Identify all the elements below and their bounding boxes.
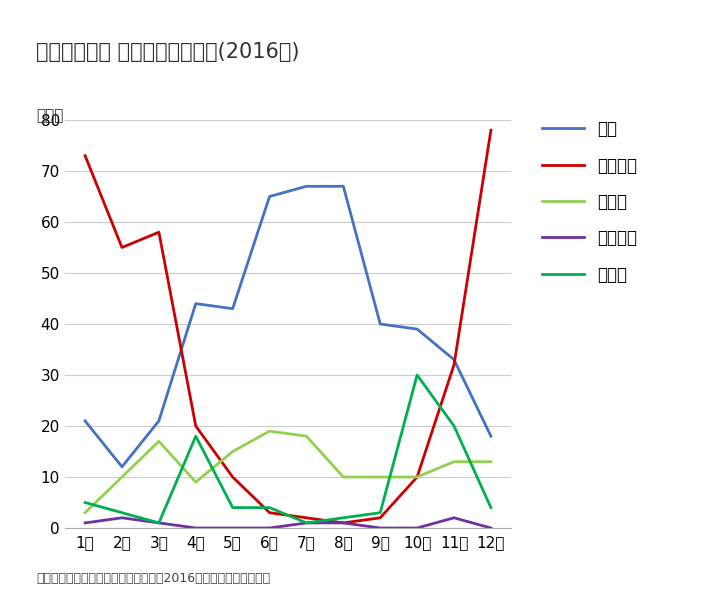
ウイルス [376,514,384,521]
細菌 [302,182,311,190]
細菌 [265,193,274,200]
Legend: 細菌, ウイルス, 寄生虫, 化学物質, 自然毒: 細菌, ウイルス, 寄生虫, 化学物質, 自然毒 [542,120,637,284]
化学物質 [81,519,89,527]
化学物質 [339,519,348,527]
Line: 細菌: 細菌 [85,186,491,467]
自然毒 [192,433,200,440]
化学物質 [487,524,495,532]
細菌 [339,182,348,190]
寄生虫 [155,438,163,445]
Line: ウイルス: ウイルス [85,130,491,523]
自然毒 [376,509,384,516]
化学物質 [228,524,237,532]
細菌 [155,418,163,425]
細菌 [117,463,126,470]
化学物質 [155,519,163,527]
化学物質 [117,514,126,521]
Line: 化学物質: 化学物質 [85,518,491,528]
自然毒 [228,504,237,511]
化学物質 [450,514,459,521]
化学物質 [192,524,200,532]
ウイルス [487,127,495,134]
ウイルス [228,473,237,481]
Line: 寄生虫: 寄生虫 [85,431,491,512]
細菌 [192,300,200,307]
Text: 図表：厚生労働省の食中毒統計資料（2016年）をもとに筆者作成: 図表：厚生労働省の食中毒統計資料（2016年）をもとに筆者作成 [36,572,270,585]
ウイルス [155,229,163,236]
自然毒 [413,371,421,379]
Line: 自然毒: 自然毒 [85,375,491,523]
自然毒 [155,519,163,527]
寄生虫 [265,427,274,434]
細菌 [487,433,495,440]
寄生虫 [450,458,459,466]
ウイルス [450,361,459,368]
化学物質 [376,524,384,532]
Text: 病因物質別月 別食中毒発生状況(2016年): 病因物質別月 別食中毒発生状況(2016年) [36,42,300,62]
細菌 [228,305,237,312]
細菌 [450,356,459,363]
細菌 [413,325,421,332]
自然毒 [81,499,89,506]
ウイルス [265,509,274,516]
自然毒 [339,514,348,521]
寄生虫 [339,473,348,481]
細菌 [81,418,89,425]
寄生虫 [228,448,237,455]
寄生虫 [302,433,311,440]
ウイルス [81,152,89,159]
自然毒 [117,509,126,516]
Text: 事件数: 事件数 [36,108,63,123]
寄生虫 [192,479,200,486]
自然毒 [487,504,495,511]
ウイルス [339,519,348,527]
寄生虫 [487,458,495,466]
ウイルス [192,422,200,430]
自然毒 [450,422,459,430]
自然毒 [302,519,311,527]
寄生虫 [376,473,384,481]
寄生虫 [413,473,421,481]
化学物質 [413,524,421,532]
自然毒 [265,504,274,511]
細菌 [376,320,384,328]
化学物質 [302,519,311,527]
化学物質 [265,524,274,532]
寄生虫 [81,509,89,516]
ウイルス [117,244,126,251]
ウイルス [413,473,421,481]
寄生虫 [117,473,126,481]
ウイルス [302,514,311,521]
